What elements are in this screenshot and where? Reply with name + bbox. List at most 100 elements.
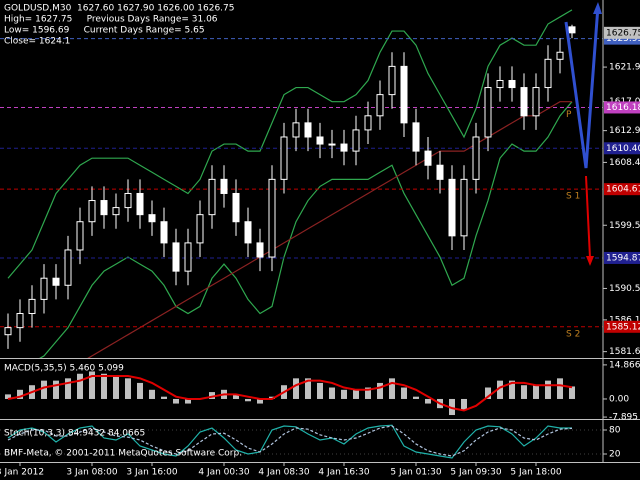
- histogram-bar: [161, 396, 167, 399]
- histogram-bar: [89, 371, 95, 399]
- candle-body: [244, 221, 252, 244]
- candle-body: [508, 79, 516, 89]
- histogram-bar: [317, 382, 323, 399]
- histogram-bar: [377, 382, 383, 399]
- x-tick-label: 5 Jan 01:30: [390, 468, 442, 478]
- candle-body: [460, 178, 468, 237]
- histogram-bar: [569, 386, 575, 399]
- level-label-box: [604, 142, 640, 155]
- candle-body: [172, 242, 180, 272]
- projection-line: [585, 175, 591, 259]
- histogram-bar: [5, 394, 11, 399]
- histogram-bar: [209, 392, 215, 399]
- level-label-box: [604, 183, 640, 196]
- histogram-bar: [425, 398, 431, 404]
- candle-body: [484, 87, 492, 138]
- candle-body: [112, 207, 120, 216]
- candle-body: [28, 298, 36, 315]
- candle-body: [136, 192, 144, 216]
- histogram-bar: [245, 398, 251, 402]
- y-tick-label: 14.866: [609, 360, 640, 370]
- stoch-line: [7, 424, 573, 459]
- x-tick-label: 5 Jan 09:30: [450, 468, 502, 478]
- candle-body: [220, 178, 228, 194]
- candle-body: [52, 277, 60, 286]
- histogram-bar: [125, 378, 131, 399]
- histogram-bar: [509, 380, 515, 399]
- y-tick-label: 1586.10: [609, 315, 640, 325]
- histogram-bar: [329, 387, 335, 399]
- x-tick-label: 3 Jan 2012: [0, 468, 44, 478]
- candle-body: [4, 327, 12, 336]
- candle-body: [184, 242, 192, 272]
- labels: P S 1 S 2 GOLDUSD,M30 1627.60 1627.90 1626.…: [4, 4, 580, 459]
- candle-body: [412, 122, 420, 152]
- histogram-bar: [341, 389, 347, 399]
- candle-body: [268, 178, 276, 258]
- level-label-box: [604, 320, 640, 333]
- level-tag: P: [566, 110, 572, 120]
- histogram-bar: [401, 387, 407, 399]
- info-line: Close= 1624.1: [4, 37, 70, 47]
- histogram-bar: [389, 378, 395, 399]
- histogram-bar: [449, 398, 455, 416]
- histogram-bar: [257, 398, 263, 404]
- level-label: 1585.12: [606, 322, 640, 332]
- histogram-bar: [53, 380, 59, 399]
- candle-body: [76, 221, 84, 251]
- candle-body: [124, 192, 132, 209]
- price-panel: [0, 9, 603, 358]
- candle-body: [160, 221, 168, 244]
- candle-body: [496, 79, 504, 89]
- histogram-bar: [41, 380, 47, 399]
- histogram-bar: [101, 373, 107, 399]
- x-tick-label: 4 Jan 00:30: [198, 468, 250, 478]
- candle-body: [280, 136, 288, 180]
- x-tick-label: 3 Jan 16:00: [126, 468, 178, 478]
- candle-body: [544, 58, 552, 89]
- histogram-bar: [173, 398, 179, 404]
- y-tick-label: 1590.55: [609, 284, 640, 294]
- candle-body: [88, 200, 96, 223]
- level-tag: S 2: [566, 329, 580, 339]
- histogram-bar: [413, 396, 419, 399]
- y-tick-label: 1599.50: [609, 221, 640, 231]
- current-price: 1626.75: [606, 28, 640, 38]
- y-tick-label: 1608.40: [609, 158, 640, 168]
- current-price-box: [604, 26, 640, 39]
- candle-body: [364, 115, 372, 131]
- candle-body: [340, 143, 348, 152]
- histogram-bar: [485, 387, 491, 399]
- y-tick-label: 1621.90: [609, 63, 640, 73]
- level-label: 1604.61: [606, 185, 640, 195]
- info-line: High= 1627.75 Previous Days Range= 31.06: [4, 15, 218, 25]
- y-tick-label: 80: [609, 426, 621, 436]
- y-tick-label: 1581.60: [609, 347, 640, 357]
- projection-line: [564, 5, 600, 169]
- level-label: 1610.40: [606, 144, 640, 154]
- candle-body: [556, 51, 564, 60]
- x-tick-label: 4 Jan 08:30: [258, 468, 310, 478]
- candle-body: [256, 242, 264, 258]
- histogram-bar: [497, 380, 503, 399]
- level-label: 1616.18: [606, 103, 640, 113]
- indicator-line: [7, 9, 573, 279]
- candle-body: [292, 122, 300, 138]
- candle-body: [448, 178, 456, 237]
- histogram-bar: [113, 376, 119, 399]
- level-label: 1625.93: [606, 34, 640, 44]
- y-tick-label: 1612.90: [609, 126, 640, 136]
- level-label: 1594.87: [606, 253, 640, 263]
- candle-body: [352, 129, 360, 152]
- level-label-box: [604, 251, 640, 264]
- candle-body: [424, 150, 432, 166]
- x-tick-label: 4 Jan 16:30: [318, 468, 370, 478]
- stoch-panel: [0, 424, 603, 459]
- candle-body: [208, 178, 216, 216]
- candle-body: [196, 214, 204, 244]
- macd-panel: [5, 371, 575, 416]
- histogram-bar: [545, 380, 551, 399]
- x-tick-label: 5 Jan 18:00: [510, 468, 562, 478]
